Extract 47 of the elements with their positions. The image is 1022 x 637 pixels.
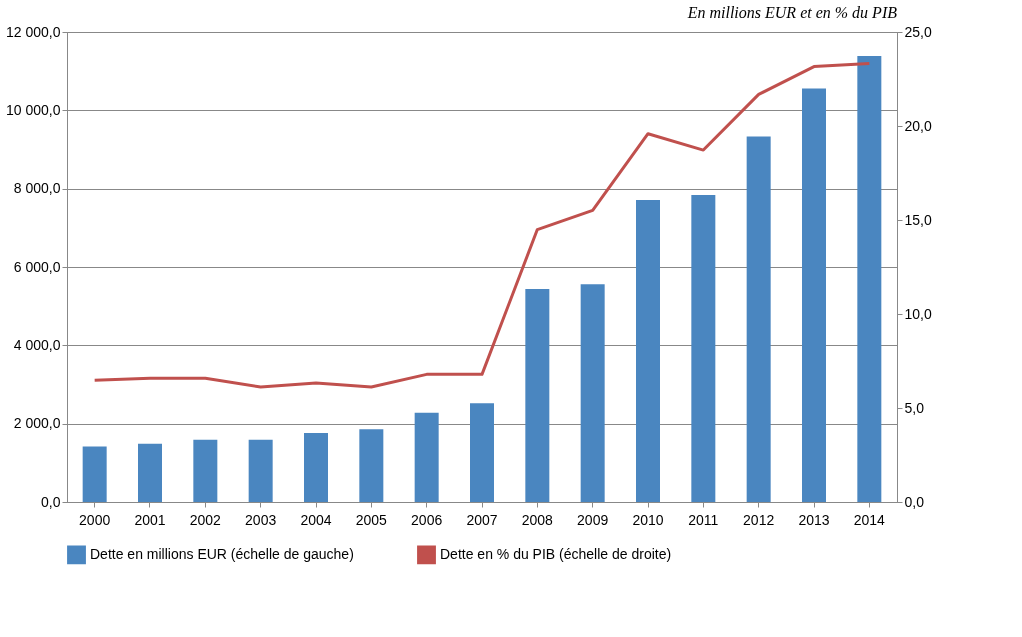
bar — [248, 439, 273, 502]
line-series — [93, 62, 871, 389]
x-tick-label: 2005 — [355, 511, 388, 528]
x-tick-label: 2012 — [743, 511, 775, 528]
bar — [580, 284, 605, 502]
x-tick-label: 2011 — [688, 511, 719, 528]
y-tick-label: 12 000,0 — [6, 23, 61, 40]
x-tick-label: 2010 — [632, 511, 664, 528]
bar — [193, 439, 218, 502]
bar — [138, 443, 162, 502]
x-tick-label: 2014 — [853, 511, 886, 528]
y-tick-label: 4 000,0 — [13, 336, 61, 353]
y-tick-label: 0,0 — [41, 493, 61, 510]
legend-label: Dette en % du PIB (échelle de droite) — [440, 545, 672, 562]
bar — [359, 429, 384, 502]
bar — [691, 194, 716, 502]
bar — [82, 446, 107, 502]
y2-tick-label: 5,0 — [904, 399, 925, 416]
chart-title: En millions EUR et en % du PIB — [686, 4, 898, 21]
x-tick-label: 2004 — [300, 511, 332, 528]
x-tick-label: 2002 — [189, 511, 222, 528]
bar — [525, 288, 550, 502]
y2-tick-label: 0,0 — [904, 493, 925, 510]
bar — [304, 433, 328, 502]
x-tick-label: 2000 — [79, 511, 111, 528]
legend-label: Dette en millions EUR (échelle de gauche) — [90, 545, 354, 562]
y2-tick-label: 15,0 — [904, 211, 932, 228]
bar — [470, 403, 494, 502]
y-tick-label: 2 000,0 — [13, 415, 61, 432]
x-tick-label: 2008 — [521, 511, 554, 528]
y-tick-label: 6 000,0 — [13, 258, 61, 275]
bar — [636, 200, 660, 502]
y2-tick-label: 20,0 — [904, 117, 932, 134]
bar — [857, 55, 882, 502]
x-tick-label: 2006 — [411, 511, 443, 528]
y2-tick-label: 10,0 — [904, 305, 932, 322]
x-tick-label: 2009 — [577, 511, 609, 528]
bar — [802, 88, 826, 502]
x-tick-label: 2013 — [798, 511, 830, 528]
x-tick-label: 2003 — [245, 511, 277, 528]
bar — [746, 136, 771, 502]
y2-tick-label: 25,0 — [904, 23, 932, 40]
bar — [414, 412, 439, 502]
y-tick-label: 10 000,0 — [6, 101, 61, 118]
y-tick-label: 8 000,0 — [13, 180, 61, 197]
x-tick-label: 2007 — [466, 511, 498, 528]
x-tick-label: 2001 — [134, 511, 166, 528]
